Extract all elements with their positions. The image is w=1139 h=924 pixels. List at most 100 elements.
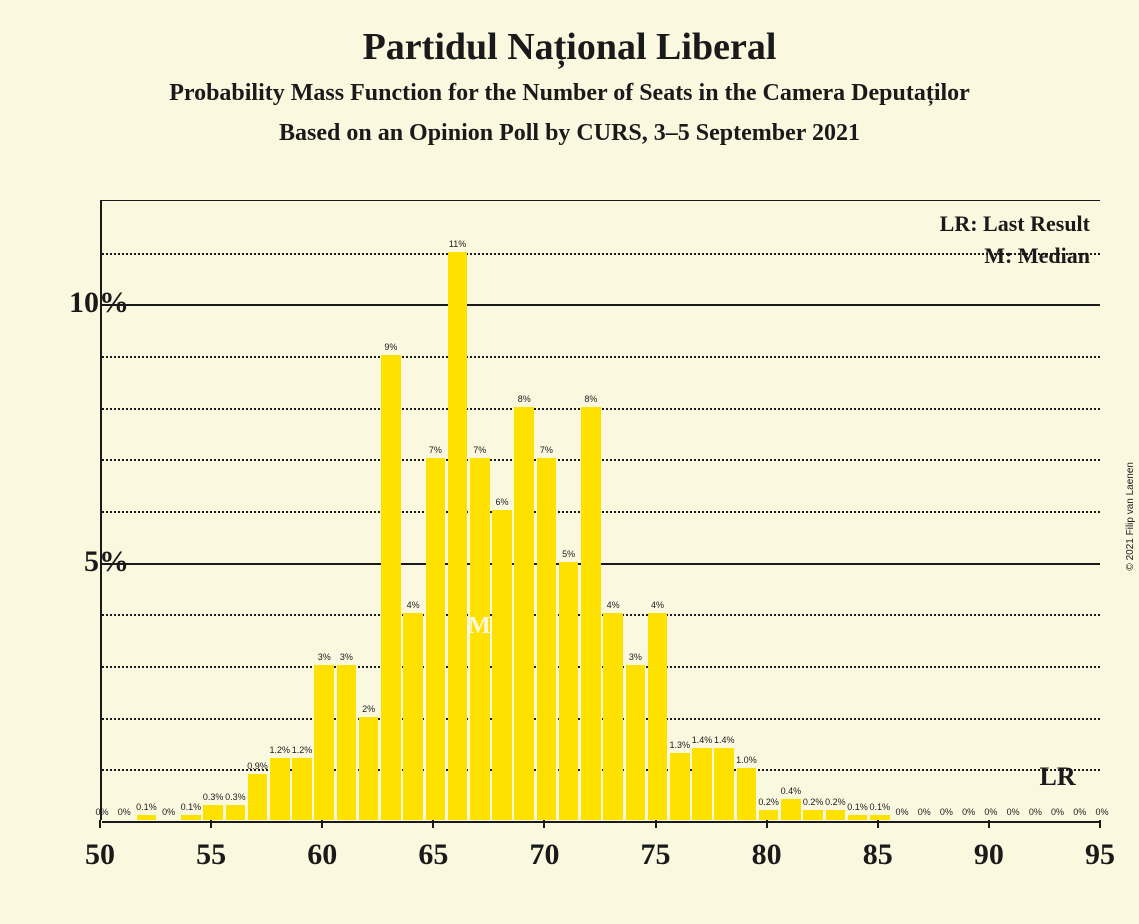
bar-value-label: 0%: [940, 807, 953, 817]
plot-area: LR: Last Result M: Median 0% 0% 0.1% 0% 0.1%…: [100, 200, 1100, 820]
x-axis-label: 75: [641, 838, 671, 872]
bar: [848, 815, 868, 820]
x-tick: [543, 820, 545, 828]
title-main: Partidul Național Liberal: [0, 25, 1139, 69]
bar: [537, 458, 557, 820]
x-axis-label: 65: [418, 838, 448, 872]
bar-value-label: 0.1%: [181, 802, 202, 812]
bar: [203, 805, 223, 821]
bar-value-label: 1.2%: [292, 745, 313, 755]
bar: [759, 810, 779, 820]
bar-value-label: 5%: [562, 549, 575, 559]
bar: [226, 805, 246, 821]
bar-value-label: 1.0%: [736, 755, 757, 765]
bar-value-label: 7%: [473, 445, 486, 455]
bar-value-label: 0%: [95, 807, 108, 817]
bar-value-label: 9%: [384, 342, 397, 352]
grid-minor: [102, 253, 1100, 255]
bar-value-label: 11%: [449, 239, 466, 249]
x-axis-label: 95: [1085, 838, 1115, 872]
legend-lr: LR: Last Result: [940, 211, 1090, 237]
bar-value-label: 0%: [162, 807, 175, 817]
bar-value-label: 0.3%: [203, 792, 224, 802]
x-tick: [321, 820, 323, 828]
grid-minor: [102, 408, 1100, 410]
grid-minor: [102, 666, 1100, 668]
grid-major: [102, 304, 1100, 306]
bar: [381, 355, 401, 820]
bar-value-label: 1.4%: [692, 735, 713, 745]
bar-value-label: 0%: [1029, 807, 1042, 817]
y-axis-label: 10%: [69, 286, 129, 320]
bar-value-label: 0.2%: [803, 797, 824, 807]
bar: [448, 252, 468, 820]
x-axis-label: 85: [863, 838, 893, 872]
bar-value-label: 7%: [540, 445, 553, 455]
bar: [870, 815, 890, 820]
bar-value-label: 4%: [407, 600, 420, 610]
bar: [359, 717, 379, 820]
bar-value-label: 0%: [1051, 807, 1064, 817]
bar-value-label: 1.3%: [670, 740, 691, 750]
bar: [403, 613, 423, 820]
bar-value-label: 8%: [584, 394, 597, 404]
bar: [581, 407, 601, 820]
bar: [648, 613, 668, 820]
bar: [492, 510, 512, 820]
bar-value-label: 6%: [495, 497, 508, 507]
bar: [737, 768, 757, 820]
chart-container: © 2021 Filip van Laenen Partidul Naționa…: [0, 0, 1139, 924]
bar: [514, 407, 534, 820]
title-sub2: Based on an Opinion Poll by CURS, 3–5 Se…: [0, 120, 1139, 147]
bar: [270, 758, 290, 820]
bar: [603, 613, 623, 820]
bar: [670, 753, 690, 820]
bar: [559, 562, 579, 820]
grid-minor: [102, 459, 1100, 461]
legend-m: M: Median: [984, 243, 1090, 269]
bar-value-label: 8%: [518, 394, 531, 404]
bar: [803, 810, 823, 820]
grid-minor: [102, 511, 1100, 513]
bar-value-label: 3%: [629, 652, 642, 662]
y-axis-label: 5%: [84, 545, 129, 579]
median-marker: M: [468, 613, 492, 640]
x-tick: [210, 820, 212, 828]
bar-value-label: 7%: [429, 445, 442, 455]
bar-value-label: 4%: [651, 600, 664, 610]
bar-value-label: 0%: [984, 807, 997, 817]
grid-minor: [102, 356, 1100, 358]
bar-value-label: 0%: [962, 807, 975, 817]
bar-value-label: 0%: [1007, 807, 1020, 817]
x-tick: [432, 820, 434, 828]
bar-value-label: 0.9%: [247, 761, 268, 771]
bar-value-label: 0%: [1095, 807, 1108, 817]
x-axis-label: 50: [85, 838, 115, 872]
x-axis-label: 90: [974, 838, 1004, 872]
x-tick: [1099, 820, 1101, 828]
grid-minor: [102, 614, 1100, 616]
x-axis-label: 55: [196, 838, 226, 872]
bar-value-label: 0.1%: [870, 802, 891, 812]
bar-value-label: 3%: [318, 652, 331, 662]
last-result-marker: LR: [1039, 762, 1075, 792]
x-tick: [766, 820, 768, 828]
bar-value-label: 0.1%: [136, 802, 157, 812]
bar: [314, 665, 334, 820]
bar-value-label: 0%: [1073, 807, 1086, 817]
bar: [181, 815, 201, 820]
bar-value-label: 0%: [118, 807, 131, 817]
bar-value-label: 0%: [895, 807, 908, 817]
bar: [626, 665, 646, 820]
bar-value-label: 0.2%: [825, 797, 846, 807]
bar: [426, 458, 446, 820]
bar-value-label: 3%: [340, 652, 353, 662]
x-axis-label: 70: [529, 838, 559, 872]
bar-value-label: 0.2%: [758, 797, 779, 807]
bar-value-label: 0.3%: [225, 792, 246, 802]
bar: [826, 810, 846, 820]
bar-value-label: 1.4%: [714, 735, 735, 745]
title-sub1: Probability Mass Function for the Number…: [0, 80, 1139, 107]
x-axis-label: 80: [752, 838, 782, 872]
bar-value-label: 1.2%: [270, 745, 291, 755]
